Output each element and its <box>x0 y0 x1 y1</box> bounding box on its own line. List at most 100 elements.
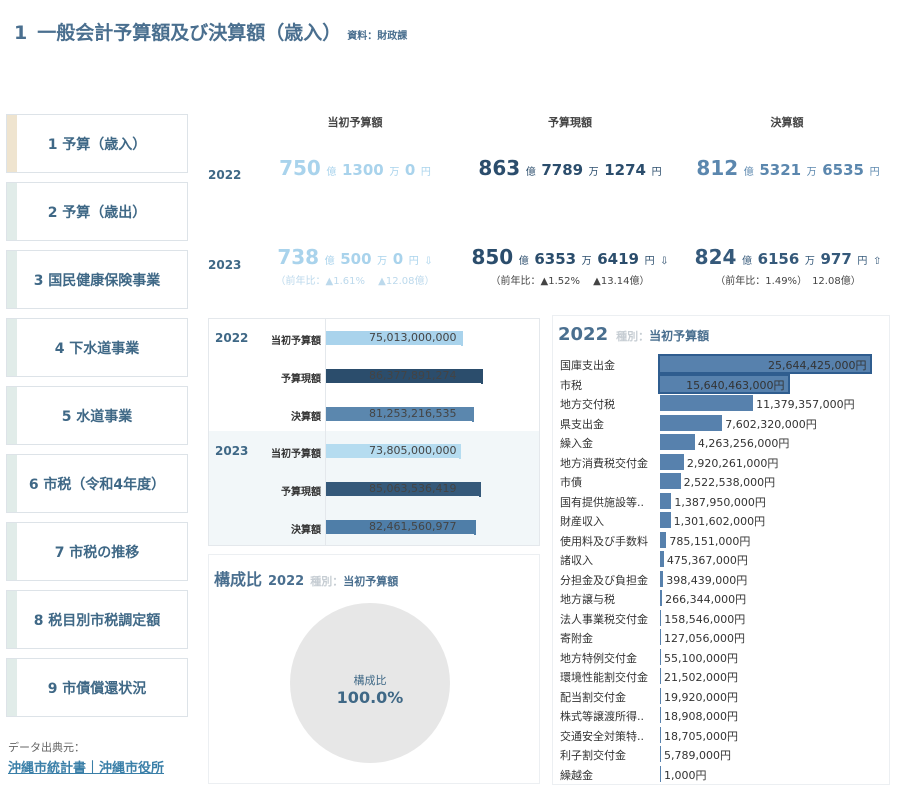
revenue-bar[interactable] <box>660 668 661 684</box>
page-title: 1 一般会計予算額及び決算額（歳入） 資料：財政課 <box>14 18 407 45</box>
composition-title: 構成比 2022 種別：当初予算額 <box>214 570 399 589</box>
revenue-bar[interactable] <box>660 434 695 450</box>
revenue-item-name: 市税 <box>560 378 582 392</box>
revenue-value: 158,546,000円 <box>664 612 746 626</box>
bar-2022-0[interactable] <box>326 331 462 345</box>
revenue-value: 18,705,000円 <box>664 729 738 743</box>
revenue-item-name: 配当割交付金 <box>560 690 626 704</box>
sidebar-item-bond-redemption[interactable]: 9 市債償還状況 <box>6 658 188 717</box>
composition-pie[interactable] <box>290 603 450 763</box>
bar-value-label: 82,461,560,977 <box>369 520 457 533</box>
revenue-value: 15,640,463,000円 <box>686 378 785 392</box>
sidebar-item-label: 5 水道事業 <box>61 408 133 425</box>
kpi-year-2022: 2022 <box>208 168 242 182</box>
revenue-value: 2,920,261,000円 <box>686 456 779 470</box>
bar-value-label: 81,253,216,535 <box>369 407 457 420</box>
revenue-bar[interactable] <box>658 354 872 374</box>
bar-value-label: 85,063,536,419 <box>369 482 457 495</box>
revenue-item-name: 国有提供施設等.. <box>560 495 644 509</box>
pie-label: 構成比 <box>353 674 387 687</box>
sidebar-item-tax-assessment[interactable]: 8 税目別市税調定額 <box>6 590 188 649</box>
revenue-bar[interactable] <box>660 609 662 626</box>
revenue-value: 18,908,000円 <box>664 710 738 723</box>
revenue-value: 19,920,000円 <box>664 690 738 704</box>
sidebar-item-label: 8 税目別市税調定額 <box>33 612 161 629</box>
bar-2023-0[interactable] <box>326 444 459 458</box>
sidebar-item-city-tax-trend[interactable]: 7 市税の推移 <box>6 522 188 581</box>
revenue-value: 398,439,000円 <box>666 573 748 587</box>
revenue-value: 55,100,000円 <box>664 651 738 665</box>
sidebar-item-sewerage[interactable]: 4 下水道事業 <box>6 318 188 377</box>
bar-value-label: 73,805,000,000 <box>369 444 457 457</box>
revenue-bar[interactable] <box>660 531 667 548</box>
bar-label: 決算額 <box>291 525 321 536</box>
revenue-item-name: 繰入金 <box>560 437 593 450</box>
revenue-bar[interactable] <box>657 373 791 394</box>
bar-end-tick <box>472 407 475 422</box>
revenue-bar[interactable] <box>660 629 662 645</box>
sidebar-item-city-tax-r4[interactable]: 6 市税（令和4年度） <box>6 454 188 513</box>
data-source-link[interactable]: 沖縄市統計書｜沖縄市役所 <box>8 761 165 776</box>
budget-comparison-panel: 2022 当初予算額 75,013,000,000 予算現額 86,377,891,27… <box>208 318 540 546</box>
revenue-item-name: 交通安全対策特.. <box>560 729 644 743</box>
header-current-budget: 予算現額 <box>548 116 592 129</box>
revenue-bar[interactable] <box>660 492 672 509</box>
revenue-value: 25,644,425,000円 <box>768 359 867 372</box>
header-settlement: 決算額 <box>770 116 804 129</box>
revenue-bar[interactable] <box>660 687 661 704</box>
bar-year-2022: 2022 <box>215 331 249 345</box>
bar-2023-2[interactable] <box>326 520 475 534</box>
kpi-year-2023: 2023 <box>208 258 242 272</box>
kpi-2022-initial: 750 億 1300 万 0 円 <box>279 156 431 180</box>
revenue-item-name: 諸収入 <box>560 554 593 567</box>
kpi-2023-current-change: （前年比：▲1.52% ▲13.14億） <box>490 276 650 287</box>
revenue-bar[interactable] <box>660 512 671 528</box>
kpi-2023-settled-change: （前年比：1.49%） 12.08億） <box>715 276 861 287</box>
revenue-value: 1,000円 <box>664 768 707 782</box>
revenue-bar[interactable] <box>660 765 661 782</box>
revenue-item-name: 地方消費税交付金 <box>560 456 648 470</box>
sidebar-item-budget-expenditure[interactable]: 2 予算（歳出） <box>6 182 188 241</box>
bar-end-tick <box>461 331 464 346</box>
revenue-bar[interactable] <box>660 473 681 489</box>
source-note: 資料：財政課 <box>347 31 408 42</box>
revenue-item-name: 財産収入 <box>560 515 604 528</box>
revenue-item-name: 市債 <box>560 476 582 489</box>
revenue-value: 4,263,256,000円 <box>697 437 790 450</box>
revenue-bar[interactable] <box>660 707 661 723</box>
bar-2023-1[interactable] <box>326 482 480 496</box>
sidebar-item-label: 2 予算（歳出） <box>47 204 147 221</box>
revenue-bar[interactable] <box>660 453 684 470</box>
bar-end-tick <box>481 369 484 384</box>
revenue-value: 21,502,000円 <box>664 671 738 684</box>
revenue-value: 11,379,357,000円 <box>756 398 855 411</box>
bar-label: 当初予算額 <box>271 336 321 347</box>
revenue-value: 785,151,000円 <box>669 534 751 548</box>
sidebar-item-water[interactable]: 5 水道事業 <box>6 386 188 445</box>
revenue-item-name: 利子割交付金 <box>560 749 626 762</box>
sidebar-item-health-insurance[interactable]: 3 国民健康保険事業 <box>6 250 188 309</box>
down-arrow-icon: ⇩ <box>660 256 669 267</box>
revenue-item-name: 県支出金 <box>560 417 604 431</box>
revenue-bar[interactable] <box>660 570 664 587</box>
kpi-2022-current: 863 億 7789 万 1274 円 <box>478 156 662 180</box>
revenue-bar[interactable] <box>660 726 661 743</box>
bar-2022-2[interactable] <box>326 407 473 421</box>
kpi-2023-initial: 738 億 500 万 0 円 ⇩ <box>277 245 433 269</box>
revenue-item-name: 分担金及び負担金 <box>560 573 648 587</box>
revenue-bar[interactable] <box>660 414 723 431</box>
revenue-value: 1,387,950,000円 <box>674 495 766 509</box>
revenue-bar[interactable] <box>660 551 664 567</box>
sidebar-item-budget-revenue[interactable]: 1 予算（歳入） <box>6 114 188 173</box>
revenue-bar[interactable] <box>660 590 663 606</box>
sidebar-item-label: 6 市税（令和4年度） <box>28 476 166 493</box>
revenue-value: 266,344,000円 <box>665 593 747 606</box>
sidebar-item-label: 1 予算（歳入） <box>47 136 147 153</box>
page-title-text: 一般会計予算額及び決算額（歳入） <box>37 22 342 44</box>
revenue-bar[interactable] <box>660 648 661 665</box>
bar-2022-1[interactable] <box>326 369 482 383</box>
revenue-value: 5,789,000円 <box>664 749 731 762</box>
revenue-item-name: 国庫支出金 <box>560 359 615 372</box>
revenue-bar[interactable] <box>660 746 661 762</box>
revenue-bar[interactable] <box>660 395 754 411</box>
